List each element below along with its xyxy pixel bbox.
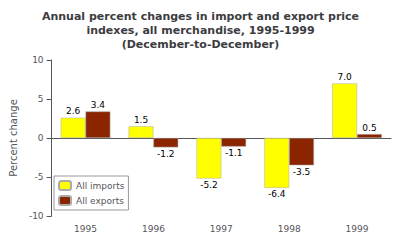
svg-text:Annual percent changes in impo: Annual percent changes in import and exp…	[42, 10, 359, 23]
svg-text:-10: -10	[29, 211, 44, 221]
svg-text:All imports: All imports	[76, 181, 125, 191]
svg-text:3.4: 3.4	[91, 100, 106, 110]
svg-text:-5.2: -5.2	[200, 180, 218, 190]
svg-text:0: 0	[38, 133, 44, 143]
svg-text:-3.5: -3.5	[293, 167, 311, 177]
svg-text:1999: 1999	[346, 224, 369, 234]
svg-text:0.5: 0.5	[362, 123, 376, 133]
svg-text:1.5: 1.5	[134, 115, 148, 125]
svg-text:-1.2: -1.2	[157, 149, 175, 159]
svg-text:1998: 1998	[278, 224, 301, 234]
svg-text:-5: -5	[35, 172, 44, 182]
svg-text:1995: 1995	[74, 224, 97, 234]
svg-text:1997: 1997	[210, 224, 233, 234]
svg-text:5: 5	[38, 94, 44, 104]
svg-text:-1.1: -1.1	[225, 148, 243, 158]
svg-text:1996: 1996	[142, 224, 165, 234]
svg-text:-6.4: -6.4	[268, 189, 286, 199]
svg-text:Percent change: Percent change	[8, 99, 19, 177]
svg-text:10: 10	[32, 55, 44, 65]
svg-text:All exports: All exports	[76, 196, 124, 206]
svg-text:7.0: 7.0	[338, 72, 353, 82]
svg-text:(December-to-December): (December-to-December)	[122, 38, 280, 51]
svg-text:2.6: 2.6	[66, 106, 81, 116]
svg-text:indexes, all merchandise, 1995: indexes, all merchandise, 1995-1999	[86, 24, 314, 37]
